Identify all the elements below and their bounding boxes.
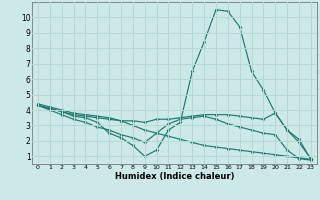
X-axis label: Humidex (Indice chaleur): Humidex (Indice chaleur) (115, 172, 234, 181)
